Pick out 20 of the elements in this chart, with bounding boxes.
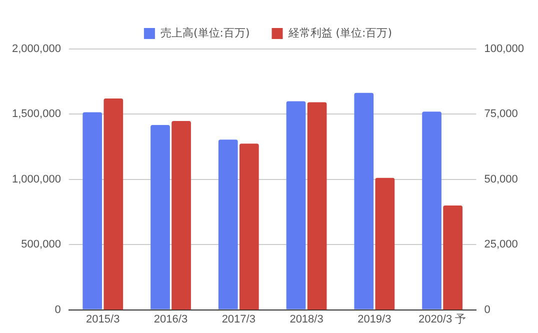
- bar: [172, 120, 191, 310]
- x-tick-label: 2017/3: [222, 313, 256, 326]
- y-tick-label: 500,000: [21, 238, 61, 251]
- y-tick-label: 2,000,000: [12, 43, 61, 56]
- y-tick-label: 1,000,000: [12, 173, 61, 186]
- bar: [443, 205, 462, 310]
- x-tick-label: 2019/3: [358, 313, 392, 326]
- y2-tick-label: 0: [484, 304, 490, 316]
- x-tick-label: 2016/3: [154, 313, 188, 326]
- legend-label: 売上高(単位:百万): [160, 26, 250, 40]
- y-tick-label: 0: [54, 304, 61, 316]
- y2-tick-label: 100,000: [484, 43, 524, 56]
- y2-tick-label: 50,000: [484, 173, 518, 186]
- y-tick-label: 1,500,000: [12, 108, 61, 120]
- x-tick-label: 2015/3: [86, 313, 120, 326]
- x-tick-label: 2020/3 予: [418, 313, 466, 326]
- x-tick-label: 2018/3: [290, 313, 324, 326]
- y2-tick-label: 75,000: [484, 108, 518, 120]
- y2-tick-label: 25,000: [484, 238, 518, 251]
- legend-label: 経常利益 (単位:百万): [287, 26, 392, 40]
